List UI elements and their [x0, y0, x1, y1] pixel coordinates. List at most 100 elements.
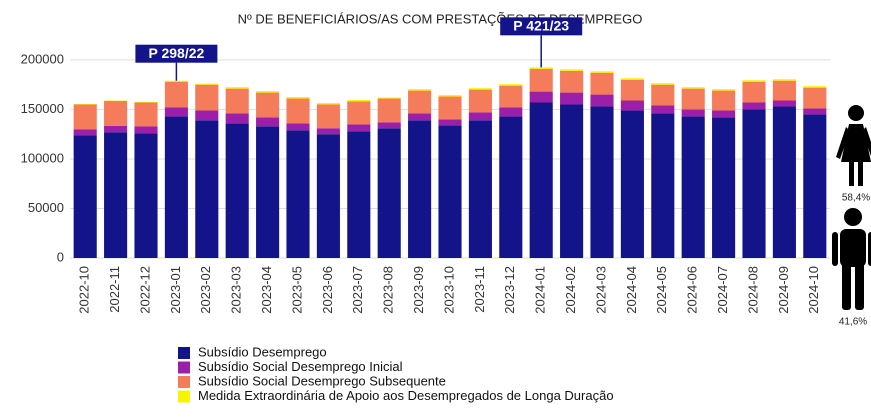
bar-segment	[499, 116, 522, 258]
bar-segment	[438, 97, 461, 120]
bar-segment	[347, 100, 370, 101]
bar-segment	[134, 126, 157, 133]
bar-segment	[256, 126, 279, 258]
bar-segment	[165, 82, 188, 108]
bar-segment	[74, 129, 97, 135]
bar-segment	[469, 90, 492, 113]
bar-segment	[256, 117, 279, 126]
bar-segment	[742, 82, 765, 103]
bar-segment	[560, 104, 583, 258]
bar-segment	[590, 73, 613, 95]
y-tick-label: 0	[57, 249, 64, 264]
bar-segment	[74, 135, 97, 258]
bar-segment	[226, 113, 249, 123]
bar-segment	[469, 120, 492, 258]
y-tick-label: 150000	[21, 101, 64, 116]
bar-segment	[682, 87, 705, 88]
x-tick-label: 2023-12	[502, 266, 517, 314]
bar-segment	[803, 88, 826, 109]
bar-segment	[347, 102, 370, 125]
bar-segment	[773, 101, 796, 107]
legend-label: Subsídio Desemprego	[198, 344, 327, 359]
bar-segment	[499, 107, 522, 116]
bar-segment	[621, 110, 644, 258]
y-tick-label: 100000	[21, 150, 64, 165]
bar-segment	[651, 105, 674, 113]
bar-segment	[590, 106, 613, 258]
legend-label: Subsídio Social Desemprego Subsequente	[198, 373, 446, 388]
bar-segment	[195, 110, 218, 120]
x-tick-label: 2024-02	[563, 266, 578, 314]
x-tick-label: 2024-07	[715, 266, 730, 314]
bar-segment	[317, 128, 340, 134]
bar-segment	[560, 71, 583, 93]
bar-segment	[256, 93, 279, 118]
bar-segment	[742, 80, 765, 81]
x-tick-label: 2023-04	[259, 266, 274, 314]
bar-segment	[712, 89, 735, 90]
bar-segment	[530, 69, 553, 92]
bar-segment	[682, 109, 705, 116]
bar-segment	[165, 116, 188, 258]
bar-segment	[651, 113, 674, 258]
bar-segment	[530, 92, 553, 103]
x-tick-label: 2024-01	[533, 266, 548, 314]
legend-swatch	[178, 362, 190, 374]
bar-segment	[378, 122, 401, 128]
bar-segment	[317, 104, 340, 128]
bar-segment	[499, 86, 522, 108]
bar-segment	[438, 119, 461, 125]
x-tick-label: 2023-07	[350, 266, 365, 314]
bar-segment	[530, 67, 553, 68]
x-tick-label: 2024-03	[593, 266, 608, 314]
x-tick-label: 2022-12	[137, 266, 152, 314]
bar-segment	[165, 107, 188, 116]
bar-segment	[286, 123, 309, 130]
bar-segment	[438, 125, 461, 258]
bar-segment	[530, 102, 553, 258]
bar-segment	[590, 71, 613, 72]
man-icon	[832, 208, 871, 310]
bar-segment	[590, 95, 613, 107]
bar-segment	[742, 102, 765, 109]
legend-swatch	[178, 376, 190, 388]
x-tick-label: 2024-08	[745, 266, 760, 314]
bar-segment	[621, 78, 644, 79]
bar-segment	[347, 131, 370, 258]
x-tick-label: 2023-02	[198, 266, 213, 314]
x-tick-label: 2023-10	[441, 266, 456, 314]
bar-segment	[773, 81, 796, 101]
x-tick-label: 2024-04	[624, 266, 639, 314]
bar-segment	[621, 101, 644, 111]
x-tick-label: 2024-05	[654, 266, 669, 314]
bar-segment	[165, 81, 188, 82]
bar-segment	[682, 89, 705, 110]
bar-segment	[712, 110, 735, 117]
bar-segment	[712, 91, 735, 111]
x-tick-label: 2023-05	[289, 266, 304, 314]
bar-segment	[408, 120, 431, 258]
male-share: 41,6%	[839, 317, 867, 328]
bar-segment	[378, 99, 401, 123]
bar-segment	[286, 130, 309, 258]
bar-segment	[621, 80, 644, 101]
bar-segment	[104, 132, 127, 258]
bar-segment	[438, 95, 461, 96]
x-tick-label: 2023-09	[411, 266, 426, 314]
bar-segment	[712, 117, 735, 258]
bar-segment	[104, 126, 127, 132]
bar-segment	[347, 124, 370, 131]
bar-segment	[226, 89, 249, 114]
legend-swatch	[178, 347, 190, 359]
legend-label: Medida Extraordinária de Apoio aos Desem…	[198, 388, 614, 403]
x-tick-label: 2024-10	[806, 266, 821, 314]
y-tick-label: 200000	[21, 51, 64, 66]
bar-segment	[408, 113, 431, 120]
bar-segment	[469, 112, 492, 120]
bar-segment	[317, 103, 340, 104]
bar-segment	[195, 85, 218, 111]
x-tick-label: 2023-08	[381, 266, 396, 314]
bar-segment	[195, 120, 218, 258]
bar-segment	[773, 79, 796, 80]
bar-segment	[226, 87, 249, 88]
